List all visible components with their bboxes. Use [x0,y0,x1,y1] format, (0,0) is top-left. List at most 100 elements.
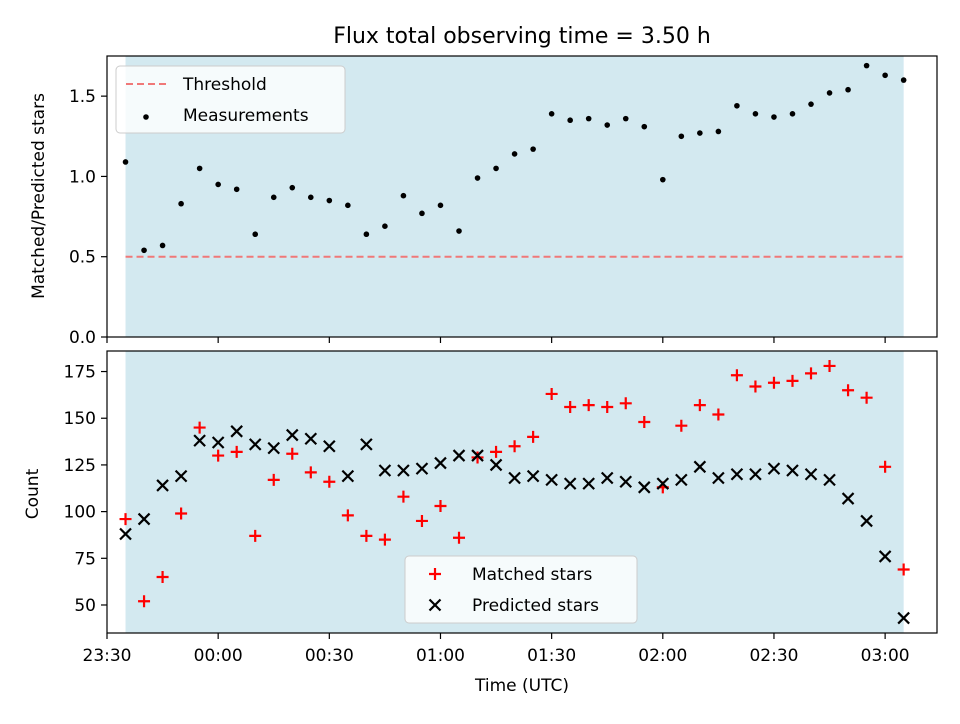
matched-stars-point [304,466,317,479]
top-y-tick-label: 1.5 [69,87,96,107]
bottom-y-tick-label: 100 [64,503,96,523]
measurements-point [567,117,573,124]
matched-stars-point [601,401,614,414]
matched-stars-point [749,380,762,393]
predicted-stars-point [119,527,132,541]
legend-label: Predicted stars [472,596,599,616]
matched-stars-point [341,509,354,522]
matched-stars-point [378,533,391,546]
measurements-point [400,192,407,199]
matched-stars-point [897,563,910,576]
predicted-stars-point [267,441,281,455]
predicted-stars-point [174,469,188,483]
predicted-stars-point [897,611,910,625]
matched-stars-point [286,447,299,460]
predicted-stars-point [526,469,540,483]
predicted-stars-point [285,428,299,442]
predicted-stars-point [878,550,892,563]
matched-stars-point [767,376,780,389]
matched-stars-point [471,451,484,464]
measurements-point [715,128,722,135]
measurements-point [789,111,796,117]
predicted-stars-point [323,439,336,453]
top-y-tick-label: 0.5 [69,248,96,268]
measurements-point [474,175,481,181]
matched-stars-point [712,408,725,421]
measurements-point [771,114,777,120]
matched-stars-point [175,507,188,520]
x-axis-label: Time (UTC) [474,676,569,696]
measurements-point [345,202,351,209]
matched-stars-point [582,399,595,412]
matched-stars-point [212,449,225,462]
matched-stars-point [730,369,743,382]
predicted-stars-point [693,460,707,474]
matched-stars-point [545,387,558,400]
measurements-point [511,151,518,157]
predicted-stars-point [600,471,614,485]
matched-stars-point [434,500,447,513]
measurements-point [604,122,611,128]
measurements-point [622,115,629,122]
predicted-stars-point [489,458,503,472]
matched-stars-point [823,359,836,372]
matched-stars-point [230,445,243,458]
predicted-stars-point [137,512,151,526]
matched-stars-point [638,415,651,428]
predicted-stars-point [156,479,169,492]
predicted-stars-point [675,473,688,487]
measurements-point [289,184,296,191]
matched-stars-point [564,401,577,414]
bottom-legend: Matched stars Predicted stars [404,555,638,624]
top-y-tick-label: 1.0 [69,167,96,187]
bottom-legend-box [404,555,638,624]
measurements-point [882,72,888,79]
matched-stars-point [527,430,540,443]
measurements-point [159,242,166,249]
predicted-stars-point [582,477,595,490]
bottom-x-tick-label: 00:00 [194,646,243,666]
predicted-stars-point [341,469,355,483]
matched-stars-point [879,460,892,473]
matched-stars-point [193,421,206,434]
measurements-point [585,115,592,122]
bottom-y-tick-label: 75 [74,549,96,569]
measurements-point [752,111,759,117]
predicted-stars-point [767,462,781,475]
legend-matched-swatch [429,568,441,580]
matched-stars-point [156,570,169,583]
measurements-point [826,90,833,96]
predicted-stars-point [248,438,262,451]
matched-stars-point [360,529,373,542]
top-y-tick-label: 0.0 [69,328,96,348]
top-axes-frame [106,55,938,338]
predicted-stars-point [304,432,318,446]
bottom-y-tick-label: 50 [74,596,96,616]
predicted-stars-point [656,477,670,490]
matched-stars-point [323,475,336,488]
matched-stars-point [693,399,706,412]
chart-title: Flux total observing time = 3.50 h [333,24,711,49]
measurements-point [734,102,740,109]
bottom-x-tick-label: 03:00 [861,646,910,666]
matched-stars-point [860,391,873,404]
predicted-stars-point [619,475,633,489]
predicted-stars-point [823,473,836,487]
measurements-point [548,111,555,117]
legend-label: Measurements [183,106,309,126]
top-panel: 0.0 0.5 1.0 1.5 Threshold Measurements [69,55,938,348]
matched-stars-point [805,367,818,380]
top-legend: Threshold Measurements [115,65,346,134]
measurements-point [845,86,851,93]
bottom-axes-frame [106,350,938,634]
matched-stars-point [675,419,688,432]
bottom-y-tick-label: 150 [64,409,96,429]
bottom-y-tick-label: 175 [64,363,96,383]
bottom-x-tick-label: 01:30 [527,646,576,666]
matched-stars-point [138,595,151,608]
matched-stars-point [249,529,262,542]
predicted-stars-point [415,462,429,475]
top-y-axis-label: Matched/Predicted stars [29,93,49,299]
